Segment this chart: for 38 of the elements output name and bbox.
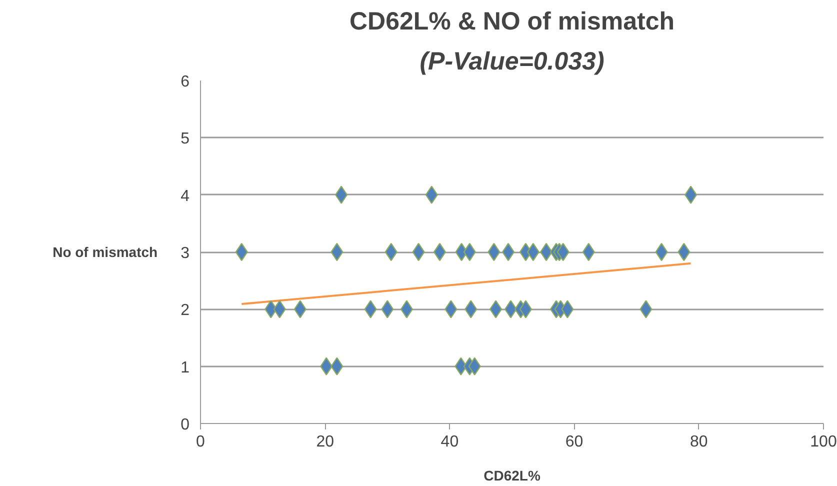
x-tick-label: 60 bbox=[565, 434, 584, 450]
y-tick-label: 0 bbox=[180, 416, 190, 434]
y-tick-label: 1 bbox=[180, 359, 190, 376]
point bbox=[640, 300, 652, 318]
y-tick-label: 4 bbox=[180, 188, 190, 205]
x-tick-label: 80 bbox=[690, 434, 708, 450]
point bbox=[264, 300, 278, 318]
y-tick-label: 2 bbox=[180, 302, 190, 320]
x-axis-title: CD62L% bbox=[484, 468, 541, 484]
point bbox=[294, 300, 306, 318]
point bbox=[400, 300, 413, 318]
point bbox=[381, 300, 394, 318]
point bbox=[425, 186, 438, 204]
point bbox=[684, 186, 698, 204]
point bbox=[454, 357, 468, 376]
chart-title: CD62L% & NO of mismatch bbox=[349, 8, 675, 36]
y-tick-label: 5 bbox=[180, 130, 190, 148]
point bbox=[320, 357, 333, 376]
point bbox=[464, 300, 478, 318]
point bbox=[364, 300, 377, 318]
chart-subtitle: (P-Value=0.033) bbox=[420, 48, 604, 76]
point bbox=[502, 242, 515, 262]
y-axis-title: No of mismatch bbox=[52, 244, 158, 260]
y-tick-label: 6 bbox=[180, 74, 190, 90]
point bbox=[335, 186, 348, 204]
x-tick-label: 20 bbox=[316, 434, 334, 450]
x-tick-label: 0 bbox=[196, 434, 206, 450]
point bbox=[561, 300, 574, 318]
point bbox=[490, 300, 502, 318]
point bbox=[273, 300, 286, 318]
x-tick-label: 40 bbox=[440, 434, 459, 450]
point bbox=[444, 300, 458, 318]
point bbox=[330, 357, 344, 376]
x-tick-label: 100 bbox=[810, 434, 837, 450]
point bbox=[504, 300, 518, 318]
y-tick-label: 3 bbox=[180, 245, 190, 262]
point bbox=[519, 300, 532, 318]
point bbox=[468, 357, 481, 376]
